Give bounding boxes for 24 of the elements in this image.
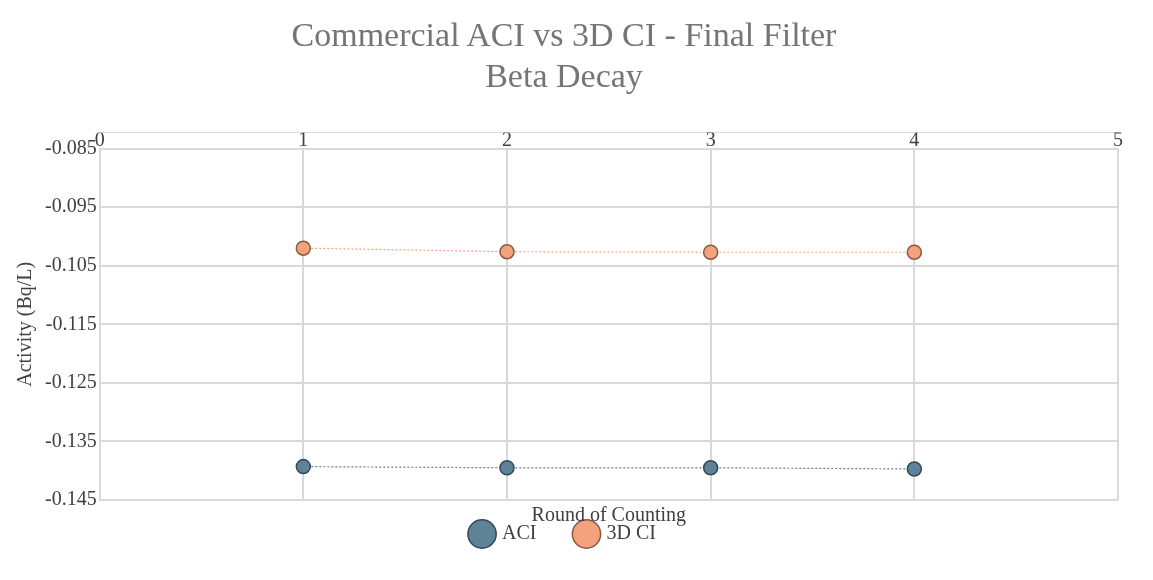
- point: [702, 244, 719, 261]
- x-tick-label: 4: [909, 127, 920, 150]
- y-tick-label: -0.095: [44, 194, 97, 217]
- x-tick-label: 3: [705, 127, 716, 150]
- chart-title: Commercial ACI vs 3D CI - Final Filter: [291, 16, 838, 54]
- y-tick-label: -0.145: [44, 487, 97, 510]
- y-tick-label: -0.135: [44, 428, 97, 451]
- y-axis-title: Activity (Bq/L): [13, 261, 37, 387]
- point: [906, 461, 923, 477]
- point: [499, 243, 515, 260]
- point: [702, 460, 719, 476]
- legend-label: 3D CI: [606, 521, 656, 544]
- point: [499, 460, 515, 476]
- point: [295, 458, 312, 475]
- x-tick-label: 1: [298, 127, 309, 150]
- chart-subtitle: Beta Decay: [485, 57, 643, 95]
- x-tick-label: 5: [1113, 127, 1123, 150]
- x-tick-label: 2: [502, 127, 512, 150]
- legend-label: ACI: [502, 521, 537, 544]
- y-tick-label: -0.115: [45, 311, 97, 334]
- y-tick-label: -0.105: [44, 252, 97, 275]
- point: [295, 240, 312, 256]
- point: [906, 244, 923, 261]
- y-tick-label: -0.125: [44, 370, 97, 393]
